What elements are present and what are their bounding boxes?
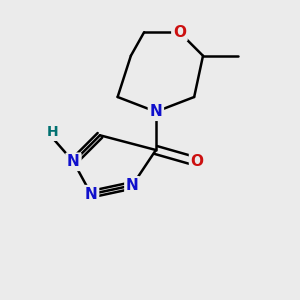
Text: N: N	[149, 104, 162, 119]
Text: N: N	[85, 187, 98, 202]
Text: H: H	[47, 125, 58, 139]
Text: O: O	[173, 25, 186, 40]
Text: N: N	[126, 178, 139, 193]
Text: N: N	[67, 154, 80, 169]
Text: O: O	[190, 154, 204, 169]
